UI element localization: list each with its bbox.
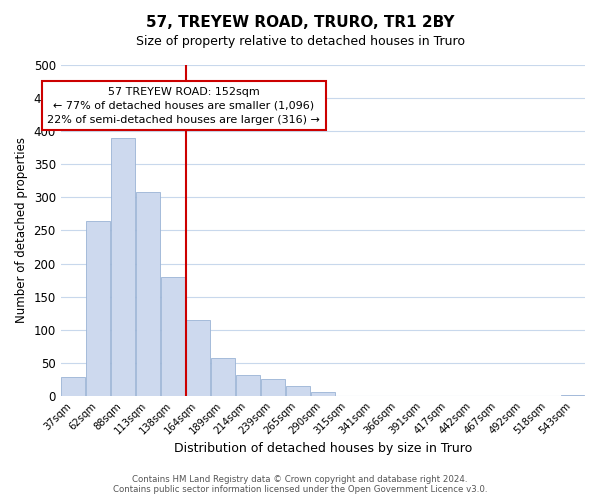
Bar <box>286 386 310 396</box>
X-axis label: Distribution of detached houses by size in Truro: Distribution of detached houses by size … <box>174 442 472 455</box>
Bar <box>161 277 185 396</box>
Bar <box>86 220 110 396</box>
Bar <box>111 138 135 396</box>
Bar <box>311 392 335 396</box>
Text: 57, TREYEW ROAD, TRURO, TR1 2BY: 57, TREYEW ROAD, TRURO, TR1 2BY <box>146 15 454 30</box>
Text: Size of property relative to detached houses in Truro: Size of property relative to detached ho… <box>136 35 464 48</box>
Bar <box>236 375 260 396</box>
Text: 57 TREYEW ROAD: 152sqm
← 77% of detached houses are smaller (1,096)
22% of semi-: 57 TREYEW ROAD: 152sqm ← 77% of detached… <box>47 86 320 124</box>
Bar <box>211 358 235 396</box>
Y-axis label: Number of detached properties: Number of detached properties <box>15 138 28 324</box>
Bar <box>61 378 85 396</box>
Text: Contains HM Land Registry data © Crown copyright and database right 2024.
Contai: Contains HM Land Registry data © Crown c… <box>113 474 487 494</box>
Bar <box>560 394 584 396</box>
Bar <box>186 320 210 396</box>
Bar <box>136 192 160 396</box>
Bar <box>261 380 285 396</box>
